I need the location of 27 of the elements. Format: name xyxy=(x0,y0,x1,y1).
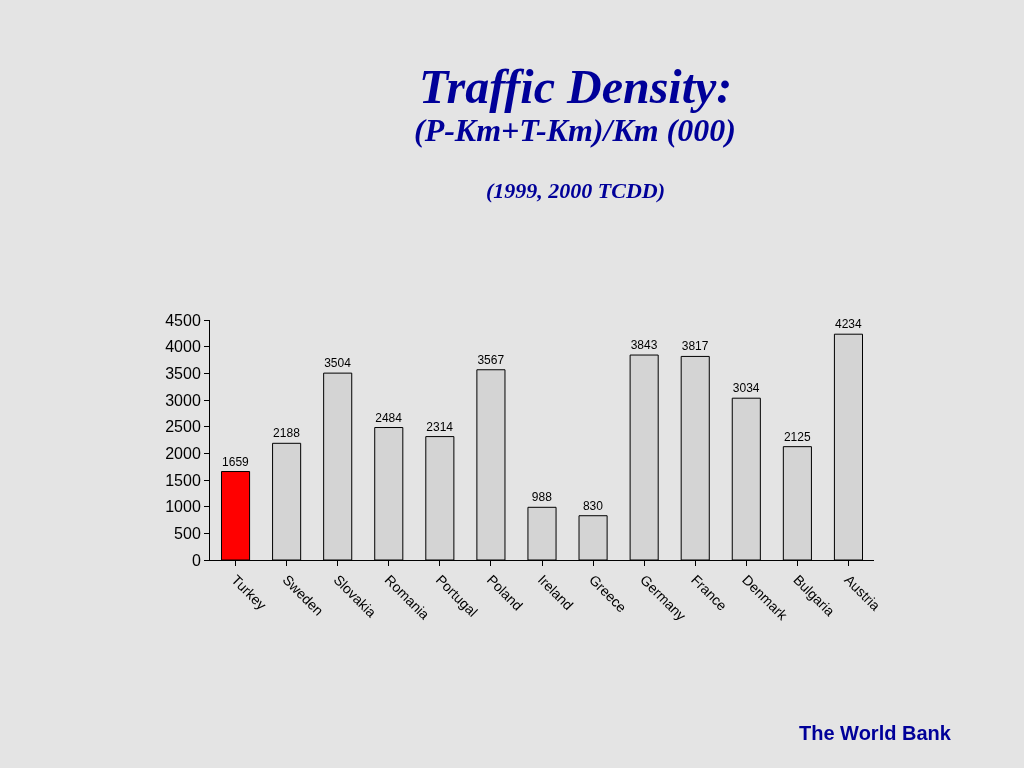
data-label: 830 xyxy=(582,498,604,513)
y-tick-label: 4500 xyxy=(165,311,201,329)
data-label: 2484 xyxy=(375,410,403,425)
data-label: 3034 xyxy=(732,381,760,396)
text: (1999, 2000 TCDD) xyxy=(486,178,666,203)
y-tick-label: 2500 xyxy=(165,418,201,436)
data-label: 3567 xyxy=(477,352,505,367)
data-label: 3504 xyxy=(324,356,352,371)
y-tick-label: 1500 xyxy=(165,471,201,489)
text: The World Bank xyxy=(799,722,952,744)
data-label: 4234 xyxy=(834,317,862,332)
data-label: 3817 xyxy=(681,339,709,354)
y-tick-label: 4000 xyxy=(165,338,201,356)
data-label: 988 xyxy=(531,490,553,505)
chart-subtitle: (P-Km+T-Km)/Km (000) xyxy=(414,112,736,148)
y-tick-label: 1000 xyxy=(165,498,201,516)
y-tick-label: 2000 xyxy=(165,444,201,462)
data-label: 2314 xyxy=(426,419,454,434)
data-label: 2125 xyxy=(783,429,811,444)
data-label: 2188 xyxy=(273,426,301,441)
y-tick-label: 3500 xyxy=(165,364,201,382)
y-tick-label: 500 xyxy=(174,524,201,542)
y-tick-label: 0 xyxy=(191,551,201,569)
data-label: 3843 xyxy=(630,338,658,353)
y-tick-label: 3000 xyxy=(165,391,201,409)
data-label: 1659 xyxy=(222,454,250,469)
chart-title: Traffic Density: xyxy=(419,60,733,113)
